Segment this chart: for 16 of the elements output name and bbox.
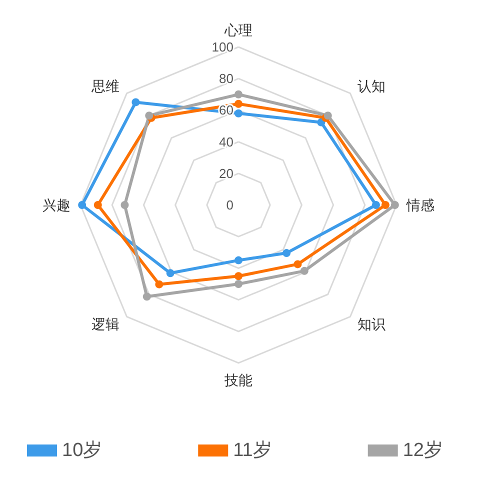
- legend-label: 10岁: [62, 440, 102, 461]
- spoke-label: 思维: [90, 78, 120, 94]
- y-tick-label: 20: [219, 166, 234, 181]
- spoke-label: 逻辑: [92, 316, 120, 332]
- y-tick-label: 100: [212, 40, 234, 54]
- legend-label: 12岁: [402, 440, 443, 461]
- spoke-label: 心理: [224, 22, 252, 38]
- spoke-label: 兴趣: [42, 197, 70, 213]
- y-tick-label: 40: [219, 134, 234, 150]
- spoke-label: 知识: [357, 316, 386, 332]
- spoke-label: 情感: [406, 197, 434, 213]
- y-tick-label: 80: [219, 71, 234, 86]
- legend-label: 11岁: [233, 440, 272, 461]
- y-tick-label: 0: [226, 198, 234, 212]
- spoke-label: 技能: [224, 372, 252, 388]
- spoke-label: 认知: [357, 78, 386, 94]
